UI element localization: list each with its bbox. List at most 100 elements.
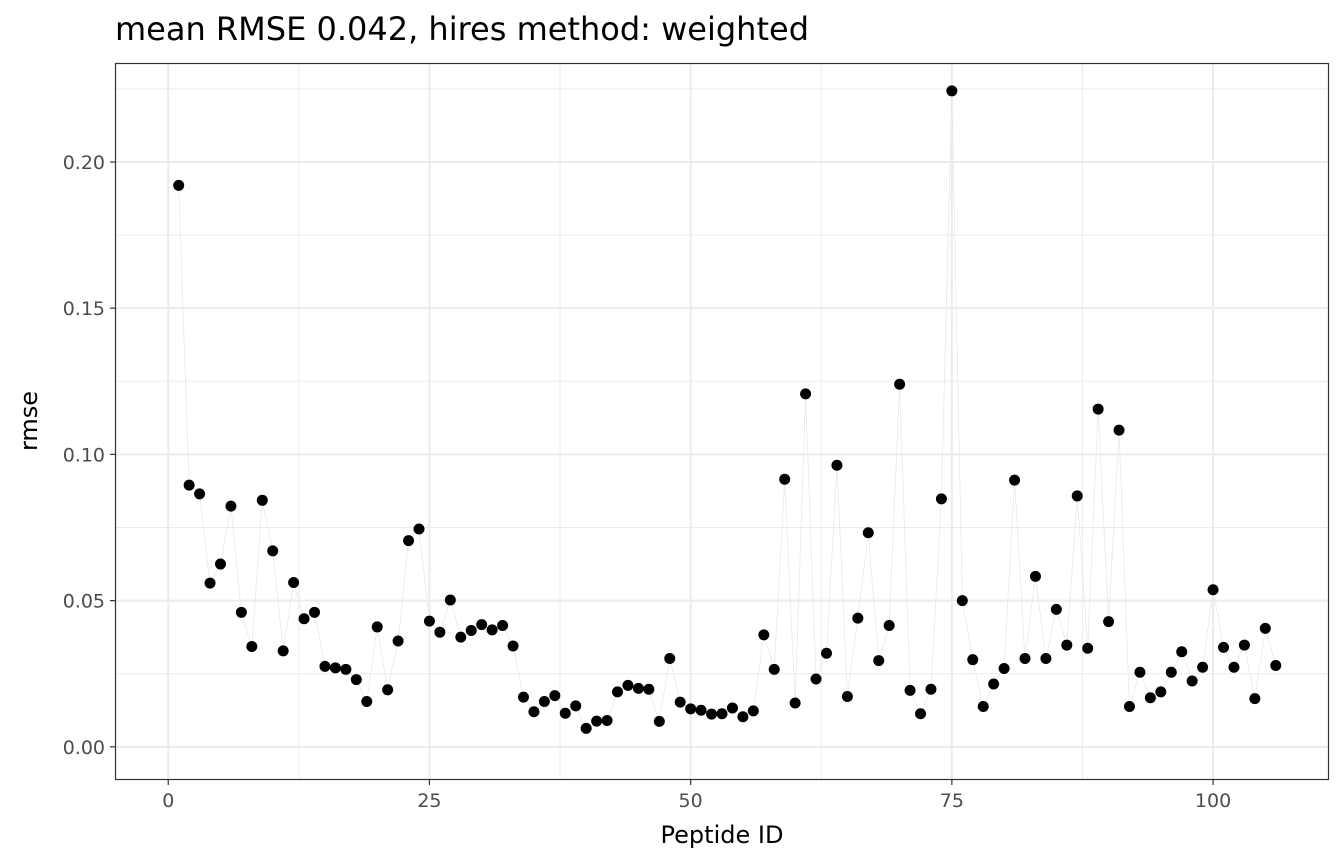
data-point (1061, 639, 1073, 651)
data-point (946, 85, 958, 97)
x-tick-label: 0 (162, 790, 174, 812)
y-axis-title: rmse (15, 391, 43, 451)
y-tick-label: 0.10 (63, 444, 105, 466)
data-point (371, 621, 383, 633)
data-point (1228, 661, 1240, 673)
data-point (1238, 639, 1250, 651)
data-point (1082, 642, 1094, 654)
panel-border (114, 62, 1330, 781)
data-point (1165, 666, 1177, 678)
data-point (632, 682, 644, 694)
data-point (841, 691, 853, 703)
data-point (413, 523, 425, 535)
data-point (350, 674, 362, 686)
data-point (894, 378, 906, 390)
data-point (737, 711, 749, 723)
data-point (288, 576, 300, 588)
data-point (1270, 660, 1282, 672)
data-point (1218, 641, 1230, 653)
data-point (935, 493, 947, 505)
data-point (747, 705, 759, 717)
series-line-layer (178, 90, 1277, 730)
data-point (194, 488, 206, 500)
data-point (810, 673, 822, 685)
data-point (1019, 653, 1031, 665)
data-point (716, 708, 728, 720)
x-tick-label: 75 (940, 790, 964, 812)
data-point (423, 615, 435, 627)
data-point (800, 388, 812, 400)
data-point (309, 606, 321, 618)
data-point (1113, 424, 1125, 436)
data-point (1071, 490, 1083, 502)
data-point (601, 715, 613, 727)
data-point (528, 706, 540, 718)
data-point (904, 684, 916, 696)
data-point (685, 703, 697, 715)
data-point (967, 654, 979, 666)
data-point (340, 663, 352, 675)
x-tick-label: 25 (417, 790, 441, 812)
data-point (695, 704, 707, 716)
data-point (403, 535, 415, 547)
data-point (768, 663, 780, 675)
chart-title: mean RMSE 0.042, hires method: weighted (115, 10, 809, 48)
data-point (1197, 661, 1209, 673)
data-point (214, 558, 226, 570)
data-point (706, 708, 718, 720)
data-point (173, 179, 185, 191)
data-point (852, 612, 864, 624)
x-tick-label: 100 (1195, 790, 1231, 812)
data-point (664, 653, 676, 665)
data-point (246, 641, 258, 653)
data-point (538, 696, 550, 708)
data-point (444, 594, 456, 606)
data-point (1040, 653, 1052, 665)
data-point (559, 707, 571, 719)
data-point (1249, 693, 1261, 705)
data-point (1123, 700, 1135, 712)
data-point (915, 708, 927, 720)
data-point (789, 697, 801, 709)
y-tick-label: 0.15 (63, 298, 105, 320)
data-point (277, 645, 289, 657)
data-point (267, 545, 279, 557)
y-tick-label: 0.00 (63, 737, 105, 759)
data-point (434, 626, 446, 638)
data-point (1144, 692, 1156, 704)
data-point (225, 500, 237, 512)
data-point (1207, 584, 1219, 596)
grid (116, 64, 1328, 779)
data-point (507, 640, 519, 652)
data-point (1103, 616, 1115, 628)
x-axis-title: Peptide ID (661, 821, 784, 849)
data-point (235, 606, 247, 618)
data-point (319, 660, 331, 672)
data-point (1134, 666, 1146, 678)
data-point (549, 690, 561, 702)
data-point (643, 683, 655, 695)
data-point (1176, 646, 1188, 658)
data-point (455, 631, 467, 643)
data-point (256, 494, 268, 506)
data-point (1029, 570, 1041, 582)
data-points (173, 85, 1282, 734)
data-point (1155, 686, 1167, 698)
data-point (476, 619, 488, 631)
data-point (392, 635, 404, 647)
data-point (517, 691, 529, 703)
x-axis-ticks: 0 25 50 75 100 (162, 779, 1231, 812)
data-point (726, 702, 738, 714)
data-point (779, 473, 791, 485)
data-point (465, 624, 477, 636)
data-point (622, 679, 634, 691)
data-point (183, 479, 195, 491)
y-axis-ticks: 0.00 0.05 0.10 0.15 0.20 (63, 152, 116, 759)
y-tick-label: 0.20 (63, 152, 105, 174)
series-line (178, 90, 1277, 730)
data-point (998, 662, 1010, 674)
data-point (329, 662, 341, 674)
data-point (977, 700, 989, 712)
data-point (204, 577, 216, 589)
